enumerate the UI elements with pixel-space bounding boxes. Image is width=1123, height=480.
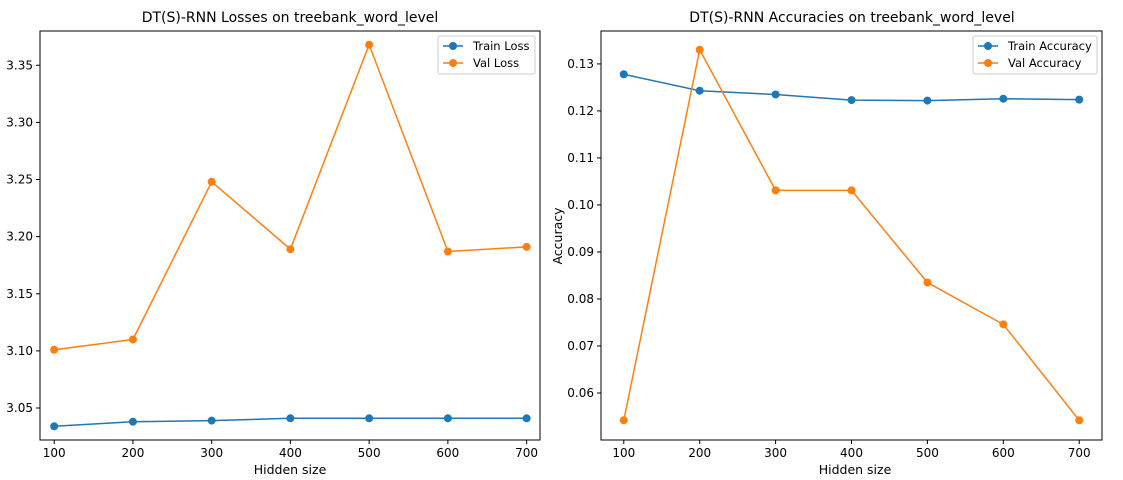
accuracy-series-train-point: [695, 86, 704, 95]
accuracy-ytick-label: 0.12: [567, 104, 594, 118]
loss-series-train-point: [365, 414, 374, 423]
loss-series-val-line: [54, 42, 527, 351]
loss-series-val-point: [443, 247, 452, 256]
accuracy-legend-label-train: Train Accuracy: [1007, 39, 1092, 53]
accuracy-legend-marker-train: [984, 42, 992, 50]
loss-ytick-label: 3.25: [6, 173, 33, 187]
loss-chart-title: DT(S)-RNN Losses on treebank_word_level: [142, 10, 439, 26]
accuracy-chart-xlabel: Hidden size: [819, 462, 892, 477]
loss-series-val-point: [286, 245, 295, 254]
accuracy-series-val-point: [695, 45, 704, 54]
accuracy-chart-plot-area: 100 200 300 400 500 600 700 0.06 0.07 0.08 0.09 0.1…: [567, 45, 1091, 460]
accuracy-xtick-label: 400: [840, 446, 863, 460]
accuracy-series-train-point: [1075, 95, 1084, 104]
loss-series-val-point: [522, 242, 531, 251]
accuracy-series-val-point: [999, 320, 1008, 329]
loss-xtick-label: 400: [279, 446, 302, 460]
loss-xtick-label: 500: [358, 446, 381, 460]
loss-ytick-label: 3.20: [6, 230, 33, 244]
accuracy-ytick-label: 0.09: [567, 245, 594, 259]
loss-xtick-label: 700: [515, 446, 538, 460]
loss-chart-plot-area: 100 200 300 400 500 600 700 3.05 3.10 3.15 3.20 3.2…: [6, 40, 538, 460]
accuracy-xtick-label: 500: [916, 446, 939, 460]
loss-ytick-label: 3.15: [6, 287, 33, 301]
loss-series-val-point: [207, 177, 216, 186]
loss-legend-marker-train: [449, 42, 457, 50]
accuracy-series-train-point: [923, 96, 932, 105]
accuracy-series-val-point: [847, 186, 856, 195]
accuracy-xtick-label: 600: [992, 446, 1015, 460]
accuracy-xtick-label: 200: [688, 446, 711, 460]
accuracy-legend-marker-val: [984, 59, 992, 67]
accuracy-chart: DT(S)-RNN Accuracies on treebank_word_le…: [550, 10, 1103, 477]
loss-series-train-point: [443, 414, 452, 423]
loss-series-val-point: [128, 335, 137, 344]
accuracy-xtick-label: 300: [764, 446, 787, 460]
accuracy-chart-legend: Train Accuracy Val Accuracy: [972, 35, 1098, 75]
loss-legend-label-val: Val Loss: [473, 56, 519, 70]
accuracy-ytick-label: 0.13: [567, 57, 594, 71]
accuracy-series-val-point: [619, 416, 628, 425]
accuracy-series-val-point: [1075, 416, 1084, 425]
loss-legend-marker-val: [449, 59, 457, 67]
loss-xtick-label: 600: [436, 446, 459, 460]
accuracy-series-train-point: [771, 90, 780, 99]
accuracy-series-train-point: [619, 70, 628, 79]
loss-chart-legend: Train Loss Val Loss: [437, 35, 536, 75]
loss-series-train-point: [207, 416, 216, 425]
loss-ytick-label: 3.35: [6, 58, 33, 72]
accuracy-xtick-label: 700: [1068, 446, 1091, 460]
loss-ytick-label: 3.10: [6, 344, 33, 358]
accuracy-series-train-point: [847, 96, 856, 105]
accuracy-series-val-line: [623, 47, 1080, 421]
loss-xtick-label: 100: [43, 446, 66, 460]
loss-series-train-point: [286, 414, 295, 423]
loss-xtick-label: 200: [121, 446, 144, 460]
accuracy-chart-ylabel: Accuracy: [550, 207, 565, 265]
accuracy-ytick-label: 0.06: [567, 386, 594, 400]
loss-series-val-point: [50, 345, 59, 354]
loss-legend-label-train: Train Loss: [472, 39, 529, 53]
loss-chart-frame: [39, 30, 541, 441]
loss-series-train-point: [50, 422, 59, 431]
accuracy-legend-box: [972, 35, 1098, 75]
loss-series-train-point: [128, 417, 137, 426]
loss-chart-xlabel: Hidden size: [254, 462, 327, 477]
accuracy-xtick-label: 100: [612, 446, 635, 460]
accuracy-chart-title: DT(S)-RNN Accuracies on treebank_word_le…: [689, 10, 1014, 26]
accuracy-chart-frame: [600, 30, 1103, 441]
loss-xtick-label: 300: [200, 446, 223, 460]
loss-ytick-label: 3.30: [6, 115, 33, 129]
accuracy-series-val-point: [771, 186, 780, 195]
loss-ytick-label: 3.05: [6, 401, 33, 415]
accuracy-series-val-point: [923, 278, 932, 287]
accuracy-ytick-label: 0.08: [567, 292, 594, 306]
accuracy-ytick-label: 0.07: [567, 339, 594, 353]
loss-series-train-point: [522, 414, 531, 423]
accuracy-series-train-point: [999, 94, 1008, 103]
accuracy-ytick-label: 0.10: [567, 198, 594, 212]
loss-chart: DT(S)-RNN Losses on treebank_word_level …: [6, 10, 541, 477]
accuracy-legend-label-val: Val Accuracy: [1008, 56, 1082, 70]
loss-series-val-point: [365, 40, 374, 49]
accuracy-ytick-label: 0.11: [567, 151, 594, 165]
